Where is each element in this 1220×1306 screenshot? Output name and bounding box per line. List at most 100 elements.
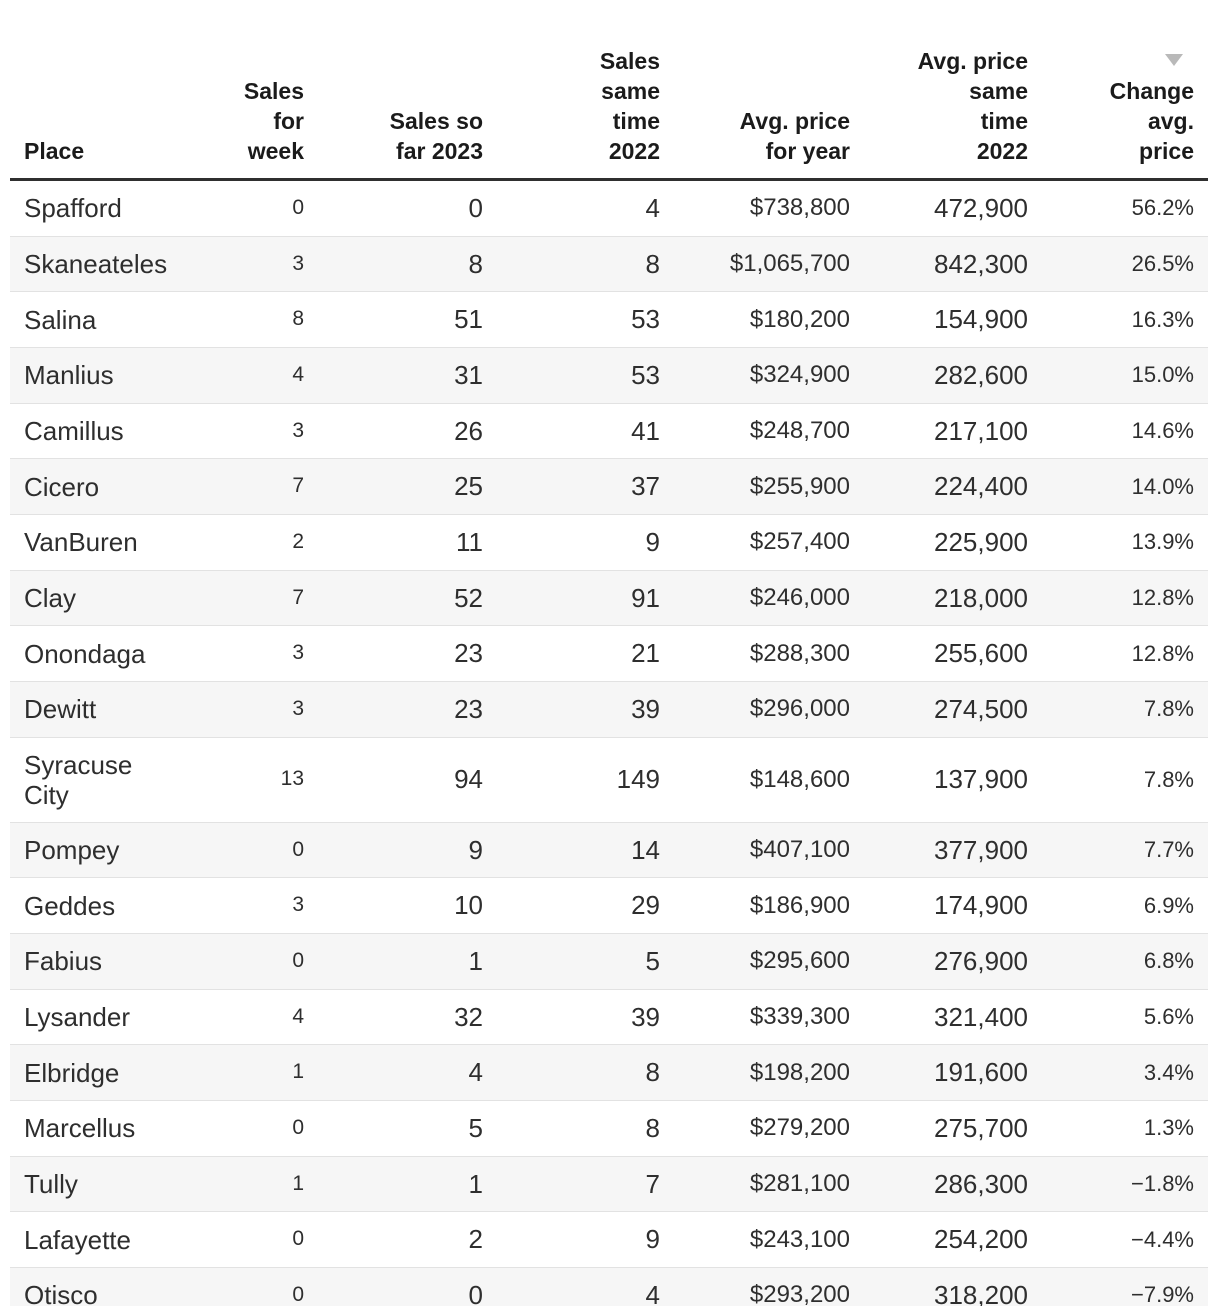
cell-text: 274,500 (934, 694, 1028, 725)
value-cell-sales_week: 7 (190, 569, 304, 626)
cell-text: $288,300 (749, 639, 850, 667)
value-cell-avg_price_year: $279,200 (660, 1100, 850, 1157)
table-row: Onondaga 3 23 21 $288,300 255,600 12.8% (10, 625, 1208, 682)
value-cell-sales_2022: 53 (483, 291, 660, 348)
column-header-avg_price_year[interactable]: Avg. price for year (660, 0, 850, 181)
value-cell-sales_2022: 4 (483, 180, 660, 237)
value-cell-sales_week: 0 (190, 1267, 304, 1306)
cell-text: 8 (645, 248, 660, 279)
real-estate-sales-table: Place Sales for week Sales so far 2023 Sales sa… (10, 0, 1208, 1306)
cell-text: 5 (645, 946, 660, 977)
value-cell-avg_price_2022: 286,300 (850, 1155, 1028, 1212)
table-row: Pompey 0 9 14 $407,100 377,900 7.7% (10, 821, 1208, 878)
place-cell: Fabius (10, 933, 190, 990)
header-label-line: for (273, 108, 304, 134)
cell-text: $257,400 (749, 528, 850, 556)
cell-text: 53 (631, 360, 660, 391)
table-row: Elbridge 1 4 8 $198,200 191,600 3.4% (10, 1044, 1208, 1101)
cell-text: 1 (468, 1168, 483, 1199)
cell-text: 37 (631, 471, 660, 502)
header-label-line: same (601, 78, 660, 104)
value-cell-avg_price_year: $248,700 (660, 402, 850, 459)
column-header-sales_2023[interactable]: Sales so far 2023 (304, 0, 483, 181)
cell-text: 21 (631, 638, 660, 669)
header-label-line: far 2023 (396, 138, 483, 164)
column-header-avg_price_2022[interactable]: Avg. price same time 2022 (850, 0, 1028, 181)
value-cell-change: 14.0% (1028, 458, 1208, 515)
place-cell: Otisco (10, 1267, 190, 1306)
value-cell-change: 12.8% (1028, 625, 1208, 682)
cell-text: 16.3% (1131, 306, 1194, 332)
value-cell-sales_2022: 14 (483, 821, 660, 878)
header-label-line: Avg. price (739, 108, 850, 134)
place-cell: Lysander (10, 988, 190, 1045)
header-label-line: Place (24, 138, 85, 164)
cell-text: $243,100 (749, 1225, 850, 1253)
cell-text: $293,200 (749, 1281, 850, 1306)
header-label-line: price (1139, 138, 1194, 164)
column-header-change[interactable]: Change avg. price (1028, 0, 1208, 181)
value-cell-avg_price_year: $257,400 (660, 514, 850, 571)
column-header-sales_week[interactable]: Sales for week (190, 0, 304, 181)
value-cell-sales_2022: 7 (483, 1155, 660, 1212)
cell-text: 52 (454, 582, 483, 613)
place-cell: Geddes (10, 877, 190, 934)
cell-text: Pompey (24, 835, 120, 866)
value-cell-avg_price_2022: 276,900 (850, 933, 1028, 990)
value-cell-sales_2022: 8 (483, 1100, 660, 1157)
cell-text: −4.4% (1131, 1226, 1194, 1252)
table-row: Geddes 3 10 29 $186,900 174,900 6.9% (10, 877, 1208, 934)
cell-text: Spafford (24, 193, 122, 224)
cell-text: 842,300 (934, 248, 1028, 279)
cell-text: 11 (456, 527, 483, 558)
value-cell-avg_price_year: $180,200 (660, 291, 850, 348)
cell-text: $407,100 (749, 835, 850, 863)
value-cell-sales_2023: 51 (304, 291, 483, 348)
cell-text: 31 (454, 360, 483, 391)
value-cell-sales_2023: 5 (304, 1100, 483, 1157)
cell-text: 137,900 (934, 764, 1028, 795)
cell-text: VanBuren (24, 527, 138, 558)
value-cell-sales_week: 3 (190, 681, 304, 738)
value-cell-sales_week: 7 (190, 458, 304, 515)
place-cell: Cicero (10, 458, 190, 515)
cell-text: 191,600 (934, 1057, 1028, 1088)
cell-text: 377,900 (934, 834, 1028, 865)
cell-text: $246,000 (749, 583, 850, 611)
cell-text: 12.8% (1131, 585, 1194, 611)
cell-text: 41 (631, 415, 660, 446)
value-cell-sales_2022: 21 (483, 625, 660, 682)
column-header-sales_2022[interactable]: Sales same time 2022 (483, 0, 660, 181)
header-label-line: Sales (243, 78, 304, 104)
sort-descending-icon (1165, 54, 1183, 66)
cell-text: $180,200 (749, 305, 850, 333)
cell-text: 14 (631, 834, 660, 865)
place-cell: Elbridge (10, 1044, 190, 1101)
cell-text: 0 (292, 195, 304, 219)
value-cell-sales_2022: 29 (483, 877, 660, 934)
cell-text: 9 (645, 527, 660, 558)
cell-text: 3 (292, 697, 304, 720)
cell-text: 94 (454, 764, 483, 795)
cell-text: 1 (292, 1060, 304, 1084)
value-cell-avg_price_2022: 191,600 (850, 1044, 1028, 1101)
value-cell-avg_price_year: $198,200 (660, 1044, 850, 1101)
value-cell-sales_2023: 26 (304, 402, 483, 459)
value-cell-avg_price_2022: 318,200 (850, 1267, 1028, 1306)
value-cell-sales_week: 0 (190, 933, 304, 990)
value-cell-change: 16.3% (1028, 291, 1208, 348)
cell-text: 7 (292, 585, 304, 609)
table-row: Dewitt 3 23 39 $296,000 274,500 7.8% (10, 681, 1208, 738)
cell-text: $281,100 (749, 1169, 850, 1197)
cell-text: 8 (645, 1113, 660, 1144)
value-cell-avg_price_2022: 321,400 (850, 988, 1028, 1045)
value-cell-change: −7.9% (1028, 1267, 1208, 1306)
column-header-place[interactable]: Place (10, 0, 190, 181)
cell-text: 51 (454, 304, 483, 335)
value-cell-avg_price_2022: 472,900 (850, 180, 1028, 237)
cell-text: 1.3% (1143, 1115, 1194, 1141)
cell-text: 4 (645, 1280, 660, 1306)
cell-text: $296,000 (749, 695, 850, 723)
cell-text: $148,600 (749, 765, 850, 793)
value-cell-sales_week: 3 (190, 235, 304, 292)
